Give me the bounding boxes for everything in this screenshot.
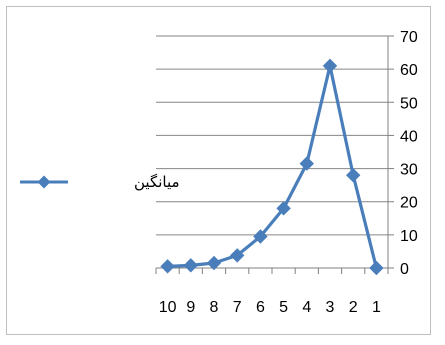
y-tick-label: 60 — [400, 62, 418, 79]
x-tick-label: 6 — [256, 299, 265, 316]
x-tick-label: 10 — [159, 299, 177, 316]
x-tick-label: 2 — [349, 299, 358, 316]
data-point — [369, 260, 384, 276]
legend: میانگین — [20, 173, 180, 191]
x-tick-label: 3 — [326, 299, 335, 316]
x-ticks: 10 9 8 7 6 5 4 3 2 1 — [155, 268, 389, 316]
data-point — [299, 156, 315, 171]
data-point — [160, 259, 175, 274]
x-tick-label: 9 — [186, 299, 195, 316]
y-tick-label: 30 — [400, 162, 418, 179]
series-layer — [160, 58, 384, 276]
x-tick-label: 8 — [210, 299, 219, 316]
data-point — [206, 255, 222, 271]
data-point — [276, 201, 291, 216]
y-tick-label: 10 — [400, 228, 418, 245]
gridlines — [156, 35, 388, 236]
x-tick-label: 4 — [302, 299, 311, 316]
x-tick-label: 1 — [372, 299, 381, 316]
data-point — [183, 258, 199, 273]
series-line — [166, 64, 378, 270]
chart-frame — [6, 6, 431, 335]
x-tick-label: 7 — [233, 299, 242, 316]
y-tick-label: 20 — [400, 195, 418, 212]
y-tick-label: 40 — [400, 128, 418, 145]
y-tick-label: 70 — [400, 29, 418, 46]
data-point — [253, 229, 268, 244]
y-tick-label: 50 — [400, 95, 418, 112]
data-point — [322, 58, 338, 74]
y-ticks: 0 10 20 30 40 50 60 70 — [388, 29, 418, 278]
data-point — [229, 248, 245, 263]
legend-marker — [37, 175, 51, 189]
data-point — [345, 167, 361, 183]
y-tick-label: 0 — [400, 261, 409, 278]
x-tick-label: 5 — [279, 299, 288, 316]
legend-label: میانگین — [134, 173, 180, 191]
